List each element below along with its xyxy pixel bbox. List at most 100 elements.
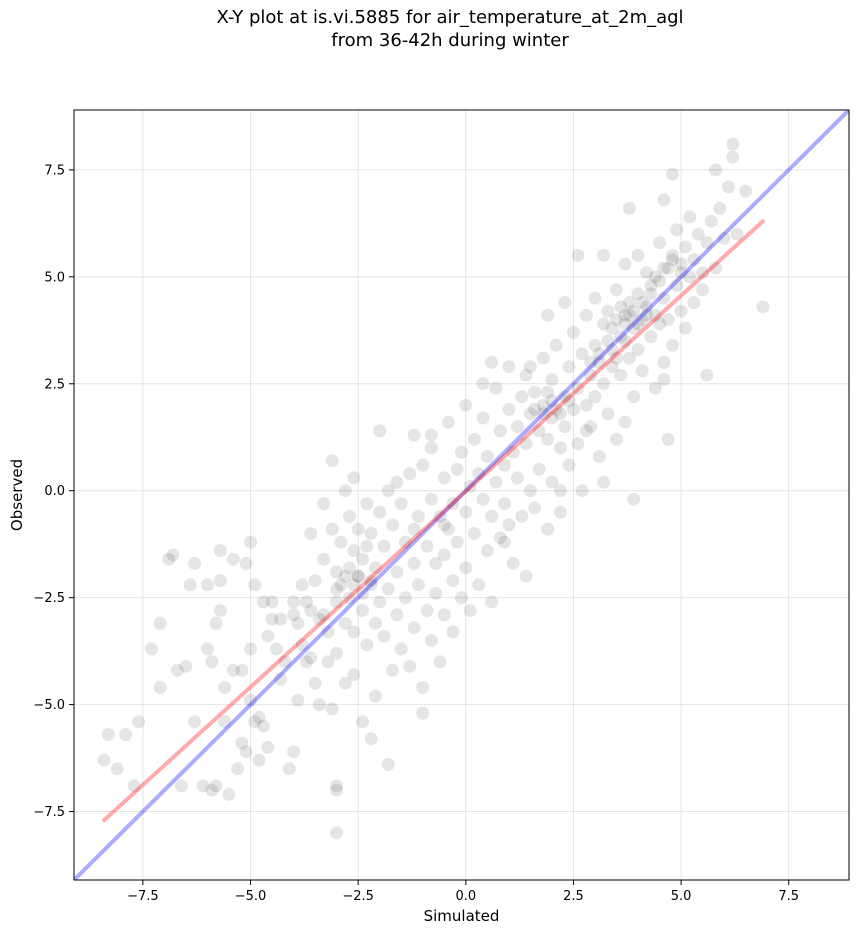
scatter-point — [304, 651, 318, 665]
scatter-point — [700, 236, 714, 250]
scatter-point — [610, 313, 623, 327]
scatter-point — [317, 497, 331, 511]
scatter-point — [657, 373, 671, 386]
scatter-point — [218, 715, 232, 729]
y-tick-label: −7.5 — [33, 805, 65, 820]
scatter-point — [360, 539, 374, 553]
scatter-point — [631, 287, 645, 301]
scatter-point — [648, 270, 662, 284]
scatter-point — [592, 450, 606, 463]
scatter-point — [635, 296, 649, 309]
scatter-point — [489, 381, 503, 395]
scatter-point — [300, 655, 313, 669]
scatter-point — [364, 578, 378, 592]
scatter-point — [377, 539, 391, 553]
x-tick-label: 5.0 — [671, 889, 692, 904]
scatter-point — [597, 377, 611, 391]
scatter-point — [683, 270, 697, 284]
x-tick-label: 7.5 — [778, 889, 799, 904]
scatter-point — [205, 655, 219, 669]
scatter-point — [162, 552, 176, 566]
scatter-point — [446, 574, 460, 588]
scatter-point — [390, 565, 404, 579]
scatter-point — [390, 608, 404, 622]
scatter-point — [364, 527, 378, 540]
scatter-point — [519, 437, 533, 451]
grid-lines — [74, 110, 849, 880]
scatter-point — [657, 261, 671, 275]
scatter-point — [584, 368, 598, 382]
scatter-point — [678, 240, 692, 254]
scatter-point — [287, 595, 301, 609]
y-axis-ticks: −7.5 −5.0 −2.5 0.0 2.5 5.0 7.5 — [33, 163, 74, 820]
scatter-point — [330, 582, 344, 596]
scatter-point — [614, 300, 628, 314]
scatter-point — [424, 441, 438, 455]
scatter-point — [683, 210, 697, 224]
scatter-point — [446, 625, 460, 639]
scatter-point — [282, 762, 296, 776]
scatter-point — [442, 522, 456, 536]
scatter-point — [579, 398, 593, 412]
scatter-point — [373, 424, 387, 438]
scatter-point — [317, 552, 331, 566]
scatter-point — [269, 642, 283, 656]
scatter-point — [334, 535, 348, 549]
scatter-point — [489, 475, 503, 489]
scatter-point — [674, 257, 688, 271]
scatter-point — [579, 308, 593, 322]
scatter-point — [485, 595, 499, 609]
scatter-point — [493, 531, 507, 545]
scatter-point — [554, 407, 567, 421]
scatter-point — [506, 556, 520, 570]
scatter-point — [330, 646, 344, 660]
scatter-point — [403, 467, 417, 481]
scatter-point — [657, 193, 671, 207]
scatter-point — [485, 355, 499, 369]
scatter-point — [476, 377, 490, 391]
scatter-point — [575, 484, 589, 498]
scatter-point — [467, 527, 481, 540]
scatter-point — [424, 428, 438, 442]
scatter-point — [287, 745, 301, 759]
scatter-point — [554, 484, 567, 498]
scatter-point — [528, 501, 542, 515]
scatter-point — [605, 321, 619, 335]
scatter-point — [558, 296, 572, 309]
scatter-point — [145, 642, 158, 656]
scatter-point — [356, 604, 369, 617]
scatter-point — [394, 497, 408, 511]
scatter-point — [670, 223, 684, 237]
scatter-point — [696, 266, 710, 280]
scatter-point — [304, 604, 318, 617]
scatter-point — [476, 411, 490, 425]
scatter-point — [213, 574, 227, 588]
scatter-point — [420, 539, 434, 553]
scatter-point — [416, 681, 430, 694]
scatter-point — [416, 706, 430, 720]
scatter-point — [498, 497, 512, 511]
scatter-point — [450, 535, 464, 549]
scatter-point — [558, 420, 572, 434]
scatter-point — [351, 569, 365, 583]
scatter-point — [183, 578, 197, 592]
scatter-point — [627, 390, 641, 404]
scatter-point — [196, 779, 210, 793]
scatter-point — [347, 578, 361, 592]
scatter-point — [300, 595, 313, 609]
scatter-point — [545, 475, 559, 489]
scatter-point — [411, 509, 425, 523]
scatter-point — [575, 347, 589, 361]
scatter-point — [325, 522, 339, 536]
scatter-point — [506, 445, 520, 459]
scatter-point — [377, 629, 391, 643]
scatter-point — [713, 201, 727, 215]
scatter-point — [554, 441, 567, 455]
scatter-point — [691, 227, 705, 241]
scatter-point — [403, 659, 417, 673]
scatter-point — [278, 655, 292, 669]
scatter-point — [592, 347, 606, 361]
scatter-point — [502, 402, 516, 416]
scatter-point — [347, 668, 361, 682]
scatter-point — [549, 338, 563, 352]
